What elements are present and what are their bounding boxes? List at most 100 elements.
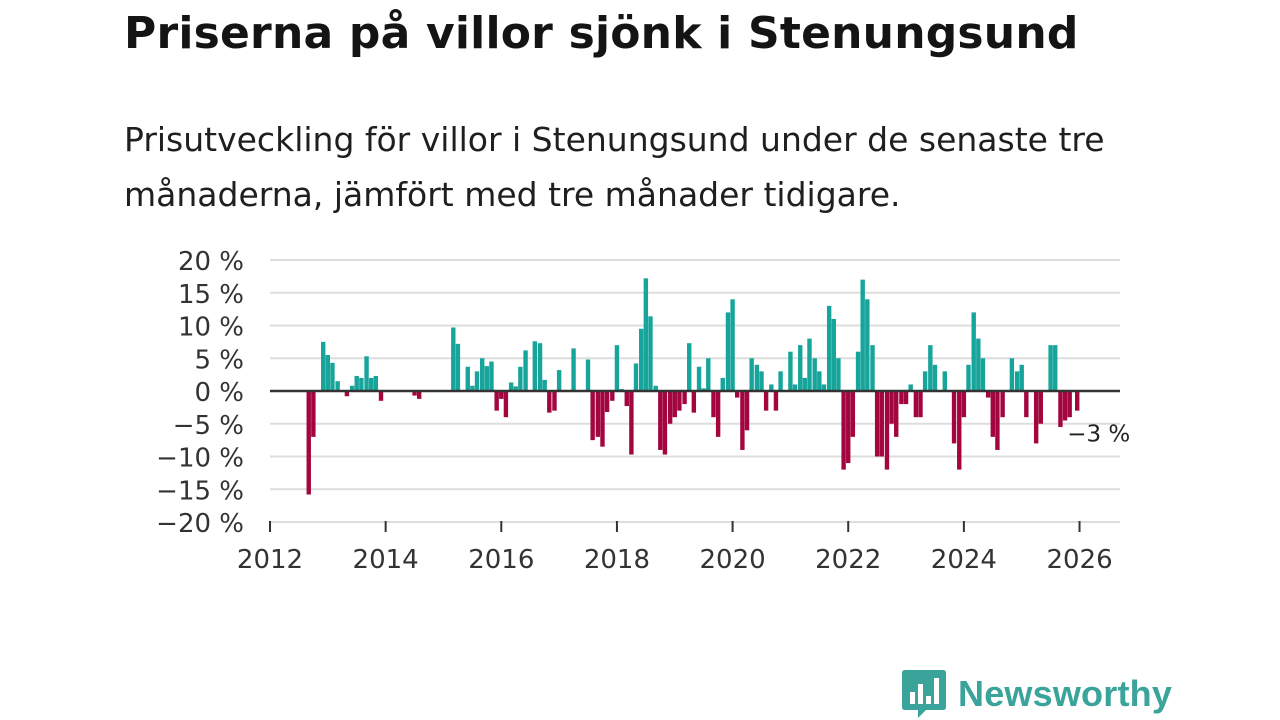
bar — [503, 391, 509, 418]
bar — [556, 370, 562, 391]
bar — [730, 299, 735, 391]
bar — [903, 391, 909, 405]
bar — [985, 391, 991, 398]
bars — [306, 278, 1080, 495]
bar — [378, 391, 384, 401]
bar — [614, 345, 620, 391]
bar — [1075, 391, 1080, 411]
bar — [585, 359, 591, 391]
bar — [1062, 391, 1068, 421]
bar — [677, 391, 682, 411]
x-tick-label: 2018 — [584, 545, 650, 575]
bar — [682, 391, 687, 405]
bar — [480, 358, 485, 391]
y-tick-label: 10 % — [178, 313, 244, 343]
bar — [412, 391, 417, 396]
bar — [1024, 391, 1029, 418]
x-tick-label: 2014 — [353, 545, 419, 575]
bar — [330, 362, 335, 391]
y-tick-label: 0 % — [194, 378, 244, 408]
bar — [595, 391, 601, 437]
bar — [720, 377, 725, 391]
brand-name: Newsworthy — [958, 673, 1173, 714]
y-tick-label: −20 % — [156, 509, 244, 539]
bar — [687, 343, 692, 391]
bar — [547, 391, 552, 413]
bar — [711, 391, 716, 418]
bar — [325, 354, 331, 391]
bar — [769, 384, 774, 391]
x-tick-label: 2024 — [931, 545, 997, 575]
bar — [980, 358, 986, 391]
bar — [518, 366, 523, 391]
bar — [889, 391, 894, 424]
bar — [696, 366, 702, 391]
bar — [932, 364, 938, 391]
bar — [1053, 345, 1058, 391]
bar — [773, 391, 779, 411]
bar — [465, 366, 470, 391]
bar — [798, 345, 803, 391]
bar — [918, 391, 923, 418]
bar — [913, 391, 919, 418]
bar — [826, 305, 832, 391]
bar — [624, 391, 629, 407]
bar — [1058, 391, 1063, 428]
bar — [600, 391, 605, 447]
bar — [344, 391, 350, 397]
bar — [590, 391, 595, 441]
brand: Newsworthy — [902, 670, 1172, 718]
bar — [725, 312, 731, 391]
bar — [749, 358, 754, 391]
chart-subtitle: Prisutveckling för villor i Stenungsund … — [124, 120, 1105, 214]
bar — [831, 318, 836, 391]
bar — [354, 375, 359, 391]
bar — [759, 371, 764, 391]
bar — [455, 343, 461, 391]
bar — [966, 364, 971, 391]
bar — [532, 341, 538, 391]
bar — [571, 348, 576, 391]
bar — [653, 385, 658, 391]
bar — [870, 345, 875, 391]
bar — [706, 358, 711, 391]
bar — [359, 377, 364, 391]
bar — [908, 384, 913, 391]
bar — [860, 279, 865, 391]
bar — [633, 363, 639, 391]
bar — [754, 364, 760, 391]
bar — [364, 356, 369, 391]
bar — [474, 371, 480, 391]
x-tick-label: 2016 — [468, 545, 534, 575]
bar — [817, 371, 822, 391]
bar — [802, 377, 808, 391]
bar — [951, 391, 957, 444]
bar — [928, 345, 933, 391]
bar — [778, 371, 783, 391]
bar — [922, 371, 928, 391]
bar — [821, 384, 827, 391]
bar — [470, 385, 475, 391]
bar — [1048, 345, 1053, 391]
bar — [807, 338, 812, 391]
bar — [850, 391, 856, 437]
bar — [513, 386, 518, 391]
bar — [484, 366, 490, 391]
bar — [643, 278, 649, 391]
bar-chart-speech-bubble-icon — [902, 670, 946, 718]
x-tick-label: 2022 — [815, 545, 881, 575]
bar — [1067, 391, 1072, 418]
y-tick-label: 5 % — [194, 345, 244, 375]
bar — [639, 328, 644, 391]
bar-chart: 20 %15 %10 %5 %0 %−5 %−10 %−15 %−20 % 20… — [156, 247, 1130, 575]
bar — [691, 391, 697, 413]
bar — [715, 391, 721, 437]
bar — [976, 338, 981, 391]
chart-title: Priserna på villor sjönk i Stenungsund — [124, 8, 1079, 59]
bar — [373, 375, 379, 391]
y-axis-labels: 20 %15 %10 %5 %0 %−5 %−10 %−15 %−20 % — [156, 247, 244, 539]
bar — [672, 391, 677, 418]
bar — [899, 391, 904, 405]
bar — [1000, 391, 1005, 418]
bar — [499, 391, 504, 399]
